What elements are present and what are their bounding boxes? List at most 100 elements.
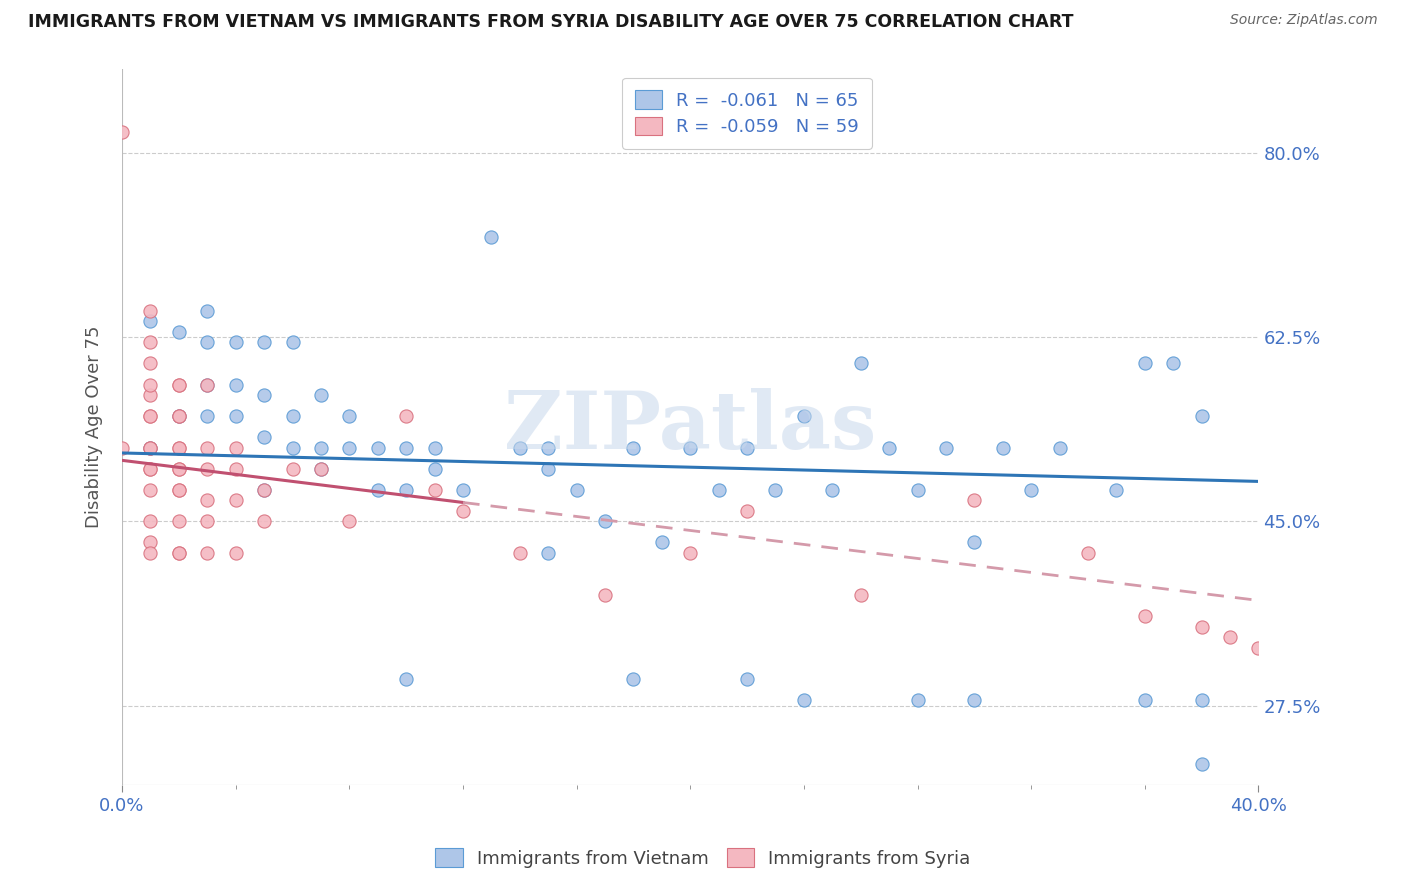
Point <box>167 409 190 423</box>
Point <box>963 493 986 508</box>
Point <box>167 377 190 392</box>
Point <box>877 441 900 455</box>
Point <box>451 483 474 497</box>
Point <box>821 483 844 497</box>
Point <box>281 462 304 476</box>
Point <box>707 483 730 497</box>
Point <box>765 483 787 497</box>
Point <box>167 462 190 476</box>
Point <box>593 515 616 529</box>
Point <box>195 493 218 508</box>
Point <box>253 483 276 497</box>
Legend: Immigrants from Vietnam, Immigrants from Syria: Immigrants from Vietnam, Immigrants from… <box>425 838 981 879</box>
Point <box>111 125 134 139</box>
Point <box>849 356 872 370</box>
Point <box>1077 546 1099 560</box>
Point <box>281 409 304 423</box>
Point <box>139 462 162 476</box>
Point <box>139 462 162 476</box>
Point <box>253 388 276 402</box>
Point <box>195 335 218 350</box>
Point <box>395 409 418 423</box>
Point <box>623 673 645 687</box>
Point <box>167 546 190 560</box>
Point <box>935 441 957 455</box>
Point <box>1019 483 1042 497</box>
Point <box>139 388 162 402</box>
Point <box>195 303 218 318</box>
Point <box>1191 620 1213 634</box>
Point <box>195 377 218 392</box>
Point <box>593 588 616 602</box>
Point <box>793 693 815 707</box>
Point <box>1247 640 1270 655</box>
Point <box>225 441 247 455</box>
Point <box>1161 356 1184 370</box>
Point <box>225 493 247 508</box>
Point <box>139 409 162 423</box>
Point <box>225 377 247 392</box>
Point <box>309 388 332 402</box>
Point <box>167 546 190 560</box>
Point <box>309 462 332 476</box>
Point <box>849 588 872 602</box>
Text: ZIPatlas: ZIPatlas <box>505 388 876 466</box>
Point <box>423 483 446 497</box>
Point <box>907 483 929 497</box>
Point <box>991 441 1014 455</box>
Point <box>139 377 162 392</box>
Point <box>1191 409 1213 423</box>
Point <box>253 430 276 444</box>
Point <box>253 335 276 350</box>
Point <box>139 409 162 423</box>
Point <box>167 441 190 455</box>
Y-axis label: Disability Age Over 75: Disability Age Over 75 <box>86 326 103 528</box>
Point <box>225 462 247 476</box>
Point <box>281 441 304 455</box>
Point <box>309 441 332 455</box>
Point <box>253 515 276 529</box>
Point <box>793 409 815 423</box>
Point <box>735 504 758 518</box>
Point <box>1133 609 1156 624</box>
Point <box>139 335 162 350</box>
Point <box>423 441 446 455</box>
Point <box>195 409 218 423</box>
Point <box>623 441 645 455</box>
Point <box>395 441 418 455</box>
Point <box>111 441 134 455</box>
Point <box>225 409 247 423</box>
Point <box>537 462 560 476</box>
Point <box>139 441 162 455</box>
Point <box>195 441 218 455</box>
Legend: R =  -0.061   N = 65, R =  -0.059   N = 59: R = -0.061 N = 65, R = -0.059 N = 59 <box>623 78 872 149</box>
Point <box>1133 693 1156 707</box>
Point <box>195 546 218 560</box>
Point <box>509 441 531 455</box>
Text: Source: ZipAtlas.com: Source: ZipAtlas.com <box>1230 13 1378 28</box>
Point <box>195 515 218 529</box>
Point <box>167 409 190 423</box>
Point <box>139 314 162 328</box>
Point <box>139 441 162 455</box>
Point <box>679 546 702 560</box>
Point <box>367 441 389 455</box>
Point <box>167 462 190 476</box>
Point <box>281 335 304 350</box>
Point <box>225 335 247 350</box>
Point <box>963 693 986 707</box>
Point <box>195 377 218 392</box>
Point <box>225 546 247 560</box>
Point <box>907 693 929 707</box>
Point <box>537 441 560 455</box>
Point <box>395 673 418 687</box>
Point <box>679 441 702 455</box>
Point <box>963 535 986 549</box>
Point <box>395 483 418 497</box>
Point <box>139 356 162 370</box>
Point <box>337 515 360 529</box>
Point <box>1049 441 1071 455</box>
Point <box>167 325 190 339</box>
Point <box>451 504 474 518</box>
Point <box>479 230 502 244</box>
